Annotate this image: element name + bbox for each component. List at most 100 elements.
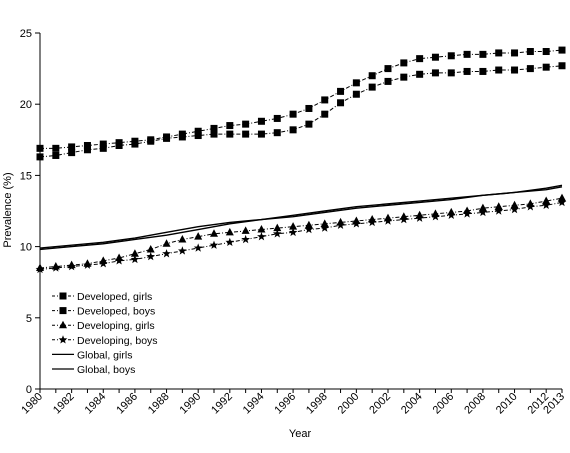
legend-label: Developed, girls: [77, 291, 152, 303]
x-ticks: 1980 1982 1984 1986 1988 1990 1992 1994 1996 1998…: [19, 389, 567, 416]
x-tick-label: 1992: [209, 391, 235, 417]
x-tick-label: 1980: [19, 391, 45, 417]
data-point: [526, 65, 534, 73]
data-point: [478, 203, 487, 212]
series-2: [36, 193, 566, 271]
x-tick-label: 2004: [399, 391, 425, 417]
legend-marker: [59, 320, 67, 329]
data-point: [383, 216, 393, 225]
data-point: [557, 197, 567, 207]
data-point: [495, 49, 503, 57]
data-point: [399, 214, 409, 224]
data-point: [226, 130, 234, 138]
x-tick-label: 2006: [431, 391, 457, 417]
data-point: [384, 77, 392, 85]
data-point: [368, 83, 376, 91]
legend-label: Developing, girls: [77, 320, 155, 332]
data-point: [273, 114, 281, 122]
data-point: [257, 232, 266, 241]
data-point: [542, 196, 551, 205]
data-point: [146, 251, 156, 261]
legend-marker: [59, 292, 67, 300]
x-tick-label: 1990: [178, 391, 204, 417]
data-point: [431, 212, 440, 221]
data-point: [511, 49, 519, 57]
data-point: [210, 130, 218, 138]
data-point: [542, 48, 550, 56]
data-point: [446, 210, 456, 219]
data-point: [525, 202, 535, 211]
data-point: [526, 48, 534, 56]
data-point: [225, 227, 234, 236]
series-5: [39, 186, 563, 251]
x-tick-label: 1984: [83, 391, 109, 417]
data-point: [304, 224, 314, 234]
y-tick-label: 10: [20, 242, 32, 254]
data-point: [463, 50, 471, 58]
data-point: [431, 53, 439, 61]
data-point: [558, 193, 566, 202]
series-3: [35, 197, 567, 274]
data-point: [289, 126, 297, 134]
data-point: [321, 96, 329, 104]
data-point: [416, 55, 424, 63]
data-point: [320, 223, 330, 232]
x-tick-label: 1998: [304, 391, 330, 417]
data-point: [162, 249, 171, 258]
data-point: [542, 63, 550, 71]
legend-item: Developed, boys: [52, 306, 155, 318]
legend-item: Global, girls: [52, 349, 132, 361]
y-tick-label: 15: [20, 170, 32, 182]
data-point: [194, 232, 203, 240]
data-point: [384, 65, 392, 73]
data-point: [478, 207, 488, 217]
y-tick-label: 20: [20, 99, 32, 111]
data-point: [463, 67, 471, 75]
data-point: [289, 110, 297, 118]
data-point: [115, 141, 123, 149]
x-tick-label: 1996: [272, 391, 298, 417]
data-point: [67, 261, 77, 271]
data-point: [178, 234, 187, 243]
x-tick-label: 1982: [51, 391, 77, 417]
legend-item: Global, boys: [52, 364, 135, 376]
data-point: [83, 260, 92, 269]
data-point: [130, 254, 140, 264]
x-axis-title: Year: [289, 428, 312, 440]
x-tick-label: 1988: [146, 391, 172, 417]
data-point: [193, 243, 203, 252]
data-point: [162, 239, 171, 247]
data-point: [511, 66, 519, 74]
data-point: [257, 117, 265, 125]
x-tick-label: 1986: [114, 391, 140, 417]
legend: Developed, girls Developed, boys Developin…: [52, 291, 158, 376]
data-point: [510, 204, 519, 214]
data-point: [351, 219, 361, 228]
data-point: [257, 225, 266, 233]
legend-item: Developing, boys: [52, 335, 158, 347]
legend-marker: [59, 307, 67, 315]
data-point: [178, 133, 186, 141]
data-point: [241, 226, 250, 234]
data-point: [494, 206, 504, 215]
legend-label: Global, boys: [77, 364, 135, 376]
data-point: [130, 249, 139, 257]
data-point: [431, 69, 439, 77]
series-1: [36, 62, 566, 161]
data-point: [337, 87, 345, 95]
data-point: [226, 122, 234, 130]
data-point: [304, 220, 313, 229]
data-point: [462, 209, 472, 218]
x-tick-label: 2008: [462, 391, 488, 417]
data-point: [415, 213, 425, 222]
data-point: [242, 130, 250, 138]
data-point: [257, 130, 265, 138]
legend-label: Developed, boys: [77, 306, 155, 318]
x-tick-label: 2000: [336, 391, 362, 417]
series-line: [39, 197, 563, 269]
data-point: [510, 200, 519, 209]
series-0: [36, 46, 566, 152]
data-point: [494, 202, 503, 210]
data-point: [194, 127, 202, 135]
